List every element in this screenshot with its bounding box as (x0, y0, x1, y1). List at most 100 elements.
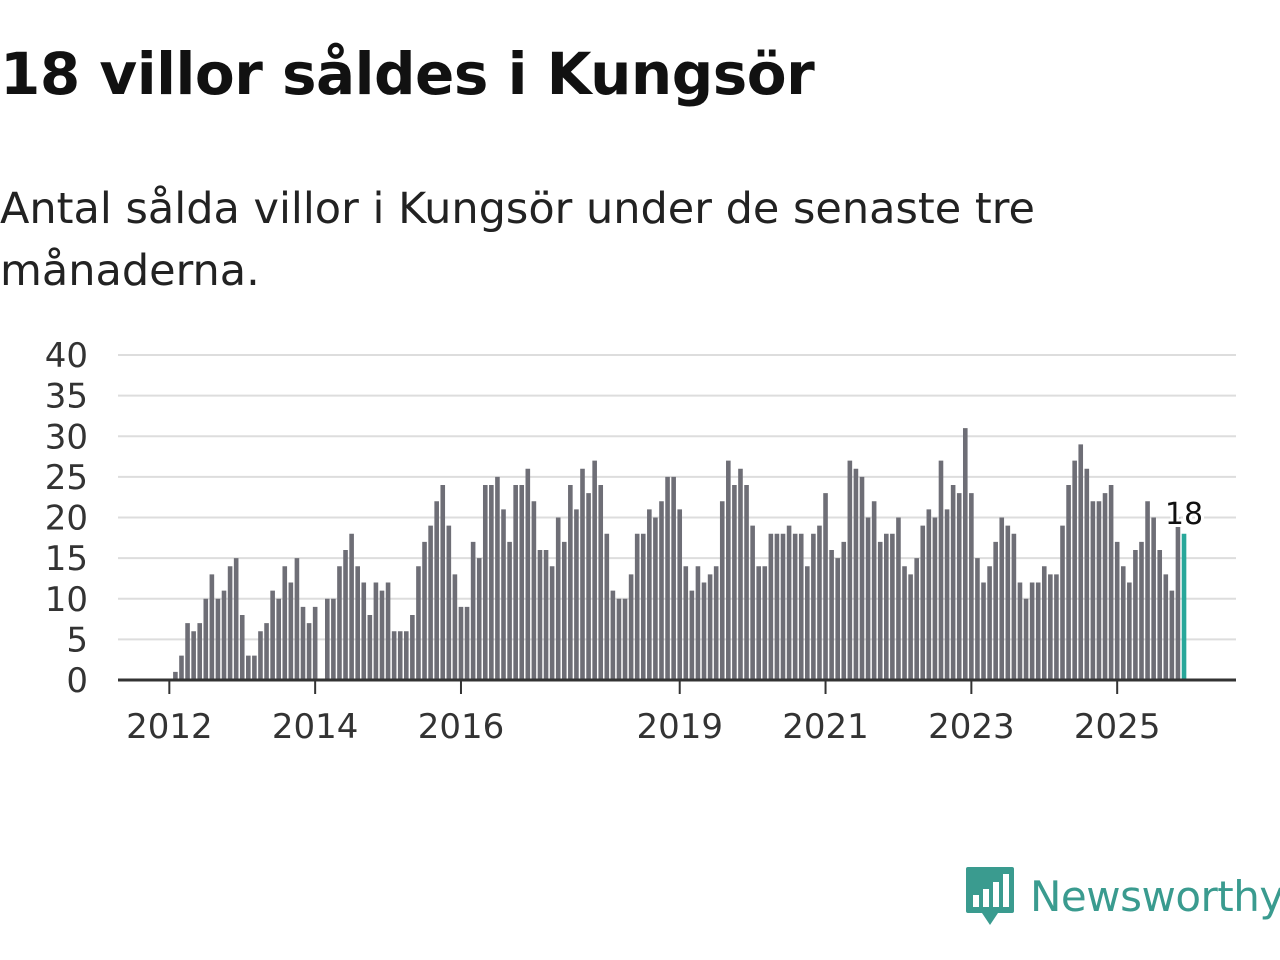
bar (811, 533, 816, 680)
bar (203, 598, 209, 680)
bar (604, 533, 610, 680)
bar (586, 493, 591, 680)
y-tick-label: 0 (66, 661, 88, 701)
bars (173, 428, 1187, 680)
bar (719, 501, 725, 680)
bar (209, 574, 215, 680)
bar (1023, 598, 1029, 680)
bar (185, 623, 190, 680)
bar (835, 558, 840, 680)
bar (173, 671, 178, 680)
bar (634, 533, 640, 680)
bar (762, 566, 768, 680)
bar (300, 606, 306, 680)
bar (1114, 541, 1120, 680)
bar (416, 566, 421, 680)
bar (476, 558, 482, 680)
bar (1054, 574, 1059, 680)
bar (659, 501, 664, 680)
bar (191, 631, 196, 680)
bar (956, 493, 962, 680)
x-tick-label: 2025 (1074, 707, 1161, 747)
bar (446, 525, 452, 680)
bar (555, 517, 561, 680)
bar (896, 517, 901, 680)
bar (640, 533, 646, 680)
bar (738, 468, 743, 680)
bar (653, 517, 658, 680)
bar (969, 493, 974, 680)
bar (993, 541, 998, 680)
bar (592, 460, 597, 680)
bar-highlight (1181, 533, 1187, 680)
bar (987, 566, 992, 680)
bar (1035, 582, 1041, 680)
x-tick-label: 2023 (928, 707, 1015, 747)
bar (270, 590, 275, 680)
bar (1175, 517, 1181, 680)
newsworthy-logo-icon (966, 867, 1014, 925)
bar (829, 550, 834, 680)
bar (938, 460, 944, 680)
bar (367, 615, 373, 680)
bar (312, 606, 318, 680)
bar (246, 655, 251, 680)
bar (288, 582, 294, 680)
bar (768, 533, 774, 680)
bar (975, 558, 980, 680)
bar (750, 525, 755, 680)
bar (215, 598, 221, 680)
y-tick-label: 15 (45, 539, 88, 579)
y-tick-label: 35 (45, 377, 88, 417)
bar (598, 485, 604, 680)
bar (1041, 566, 1047, 680)
bar (805, 566, 810, 680)
bar (616, 598, 622, 680)
bar (580, 468, 585, 680)
bar (537, 550, 543, 680)
bar (677, 509, 683, 680)
bar (568, 485, 573, 680)
bar (349, 533, 354, 680)
bar (525, 468, 531, 680)
bar (817, 525, 822, 680)
x-tick-label: 2019 (636, 707, 723, 747)
bar (622, 598, 628, 680)
bar (501, 509, 506, 680)
bar (950, 485, 956, 680)
bar (1011, 533, 1017, 680)
annotations: 18 (1162, 494, 1206, 535)
bar (786, 525, 792, 680)
bar (325, 598, 330, 680)
bar (391, 631, 397, 680)
bar (726, 460, 731, 680)
bar (962, 428, 968, 680)
grid-lines (118, 354, 1236, 641)
bar (276, 598, 281, 680)
bar (780, 533, 786, 680)
bar (355, 566, 360, 680)
bar (1145, 501, 1150, 680)
bar (1072, 460, 1077, 680)
bar (1139, 541, 1144, 680)
brand-logo: Newsworthy (964, 864, 1280, 928)
bar (227, 566, 233, 680)
bar (707, 574, 713, 680)
bar (914, 558, 919, 680)
y-tick-label: 20 (45, 499, 88, 539)
bar (464, 606, 470, 680)
bar (890, 533, 895, 680)
bar (798, 533, 804, 680)
bar (482, 485, 488, 680)
bar (531, 501, 537, 680)
bar (397, 631, 403, 680)
bar (549, 566, 555, 680)
bar (853, 468, 859, 680)
bar (683, 566, 689, 680)
bar (859, 476, 865, 680)
bar (1090, 501, 1096, 680)
bar (561, 541, 567, 680)
bar (513, 485, 518, 680)
bar (1029, 582, 1035, 680)
